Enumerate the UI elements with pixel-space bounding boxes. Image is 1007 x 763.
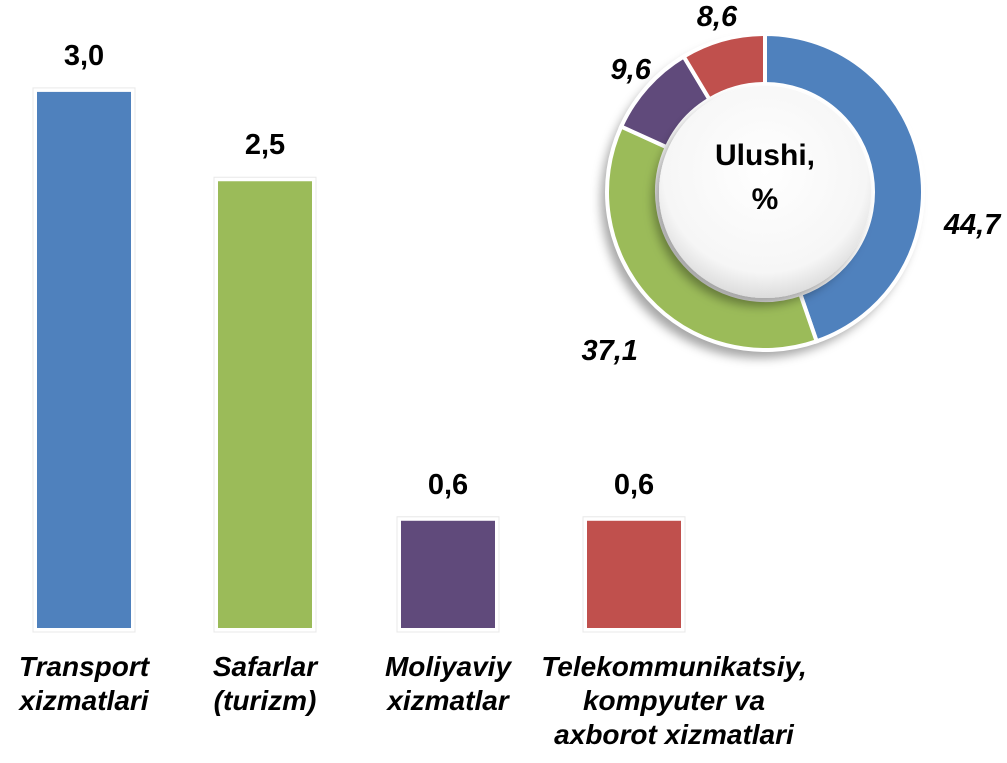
bar [218, 181, 312, 628]
donut-value-label: 8,6 [696, 0, 738, 33]
donut-segment [680, 31, 767, 103]
donut-segment [605, 123, 820, 352]
bar [587, 520, 681, 628]
category-label: Transport xizmatlari [18, 651, 150, 716]
category-label: Safarlar (turizm) [212, 651, 318, 716]
donut-hole [659, 86, 871, 298]
donut-value-label: 9,6 [610, 54, 651, 87]
bar [37, 91, 131, 628]
value-label: 0,6 [427, 468, 469, 501]
value-label: 3,0 [63, 39, 105, 72]
value-label: 2,5 [244, 129, 286, 162]
value-label: 0,6 [613, 468, 655, 501]
donut-value-label: 37,1 [581, 335, 638, 368]
donut-title: Ulushi, % [714, 139, 815, 216]
category-label: Telekommunikatsiy, kompyuter va axborot … [541, 651, 807, 750]
donut-segment [763, 31, 925, 344]
donut-value-label: 44,7 [943, 209, 1001, 242]
category-label: Moliyaviy xizmatlar [384, 651, 512, 716]
bar [401, 520, 495, 628]
